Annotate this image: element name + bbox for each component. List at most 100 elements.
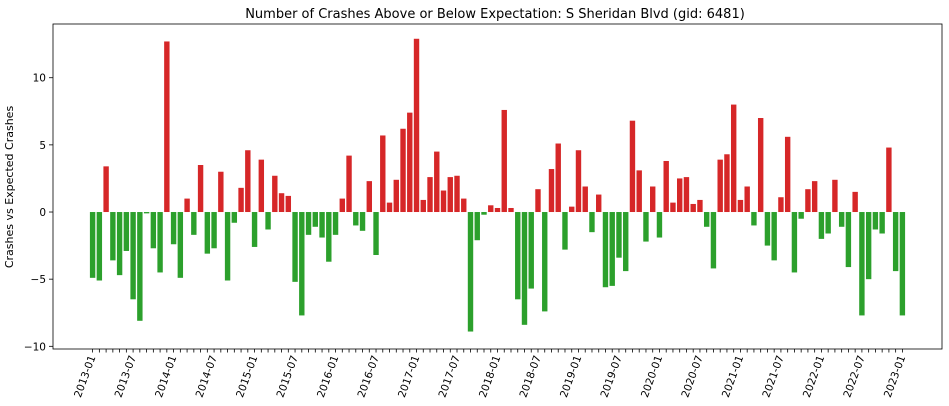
bar bbox=[542, 212, 548, 312]
x-axis: 2013-01 2013-07 2014-01 2014-07 2015-01 2015-… bbox=[72, 349, 908, 399]
bar bbox=[737, 199, 744, 213]
bar bbox=[501, 109, 507, 213]
bar bbox=[764, 212, 771, 246]
bar bbox=[467, 212, 474, 332]
bar bbox=[670, 202, 676, 213]
bar bbox=[211, 212, 217, 249]
bar bbox=[616, 212, 622, 258]
bar bbox=[650, 186, 656, 213]
bar bbox=[265, 212, 271, 230]
bar bbox=[757, 118, 764, 213]
bar bbox=[251, 212, 258, 247]
y-axis-label: Crashes vs Expected Crashes bbox=[3, 106, 16, 269]
bar bbox=[683, 177, 690, 213]
plot-frame bbox=[52, 23, 943, 350]
bar bbox=[96, 212, 103, 281]
bar bbox=[353, 212, 359, 226]
bar bbox=[332, 212, 339, 235]
bar bbox=[508, 207, 514, 213]
y-tick-label: 0 bbox=[39, 207, 46, 219]
bar bbox=[629, 120, 636, 213]
bar bbox=[137, 212, 143, 321]
bar bbox=[481, 212, 487, 215]
bar bbox=[197, 165, 204, 213]
bar bbox=[569, 206, 575, 213]
bar bbox=[231, 212, 238, 223]
bar bbox=[116, 212, 123, 276]
x-tick-label: 2014-01 bbox=[153, 354, 179, 399]
bar bbox=[272, 175, 278, 213]
bar bbox=[899, 212, 906, 316]
y-tick-label: 10 bbox=[33, 73, 46, 85]
bar bbox=[164, 41, 170, 213]
bar bbox=[366, 181, 372, 213]
bar bbox=[892, 212, 899, 272]
bar bbox=[751, 212, 757, 226]
bar bbox=[791, 212, 798, 273]
chart-title: Number of Crashes Above or Below Expecta… bbox=[245, 7, 745, 22]
bar bbox=[218, 171, 224, 213]
bar bbox=[690, 203, 696, 213]
bar bbox=[575, 150, 582, 213]
bar bbox=[832, 179, 838, 213]
x-tick-label: 2023-01 bbox=[882, 354, 908, 399]
x-tick-label: 2018-01 bbox=[477, 354, 503, 399]
bar bbox=[865, 212, 872, 280]
bar bbox=[535, 189, 541, 213]
bar bbox=[204, 212, 211, 254]
bar bbox=[407, 112, 413, 213]
bar bbox=[548, 169, 555, 213]
bar bbox=[326, 212, 332, 262]
bar bbox=[859, 212, 865, 316]
bar bbox=[663, 160, 669, 213]
bar bbox=[312, 212, 318, 227]
bar bbox=[596, 194, 602, 213]
bar bbox=[413, 38, 420, 213]
bar bbox=[177, 212, 184, 278]
bar bbox=[359, 212, 366, 231]
bar bbox=[589, 212, 595, 233]
x-tick-label: 2016-07 bbox=[356, 354, 382, 399]
bar bbox=[285, 195, 292, 213]
bar bbox=[434, 151, 440, 213]
x-tick-label: 2014-07 bbox=[194, 354, 220, 399]
bar bbox=[380, 135, 386, 213]
bar bbox=[778, 197, 784, 213]
bar bbox=[346, 155, 352, 213]
bar bbox=[656, 212, 663, 238]
bar bbox=[811, 181, 818, 213]
bar bbox=[339, 198, 345, 213]
bar bbox=[170, 212, 177, 245]
bar bbox=[838, 212, 845, 227]
bar bbox=[292, 212, 298, 282]
bar bbox=[224, 212, 231, 281]
bar bbox=[818, 212, 825, 239]
bar bbox=[305, 212, 312, 235]
bar bbox=[771, 212, 777, 261]
x-tick-label: 2021-01 bbox=[720, 354, 746, 399]
x-tick-label: 2018-07 bbox=[518, 354, 544, 399]
y-axis: −10 −5 0 5 10 bbox=[24, 73, 53, 353]
x-tick-label: 2013-01 bbox=[72, 354, 98, 399]
bar bbox=[461, 198, 467, 213]
bar bbox=[319, 212, 325, 238]
bar bbox=[798, 212, 804, 219]
bar bbox=[805, 189, 811, 213]
bar bbox=[744, 186, 750, 213]
bar bbox=[717, 159, 723, 213]
x-tick-label: 2020-07 bbox=[679, 354, 705, 399]
bar bbox=[528, 212, 534, 289]
x-tick-label: 2020-01 bbox=[639, 354, 665, 399]
bar bbox=[521, 212, 528, 325]
bar bbox=[123, 212, 130, 251]
bar bbox=[110, 212, 116, 261]
bar bbox=[724, 154, 730, 213]
bar bbox=[258, 159, 265, 213]
y-tick-label: −5 bbox=[31, 274, 46, 286]
bar bbox=[582, 186, 588, 213]
bar bbox=[488, 205, 494, 213]
bar bbox=[89, 212, 96, 278]
x-tick-label: 2017-07 bbox=[437, 354, 463, 399]
bar bbox=[697, 199, 703, 213]
bar bbox=[609, 212, 615, 286]
